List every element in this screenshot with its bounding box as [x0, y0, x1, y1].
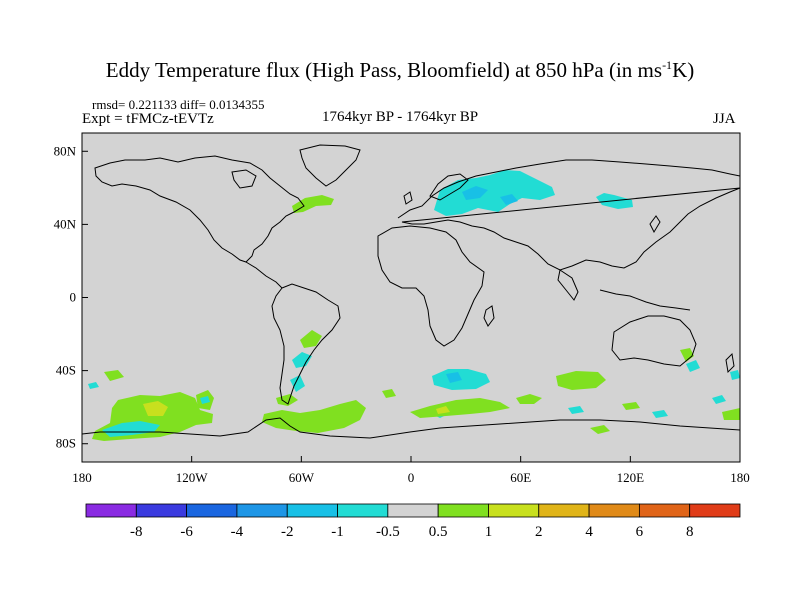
coastline-british-isles [403, 191, 413, 205]
anomaly-indian-cyan [568, 406, 584, 414]
anomaly-south-pacific-core [143, 401, 168, 416]
colorbar-label: 8 [686, 524, 694, 540]
colorbar-swatch [638, 503, 691, 518]
anomaly-tasman-cyan [686, 360, 700, 372]
y-tick-label: 80N [54, 143, 77, 158]
y-tick-label: 40N [54, 216, 77, 231]
anomaly-subtropic-pacific [104, 370, 124, 381]
anomaly-scandinavia-core-2 [500, 194, 518, 205]
coastline-south-america [271, 283, 341, 405]
anomaly-cyan-west [88, 382, 99, 389]
title-text: Eddy Temperature flux (High Pass, Bloomf… [105, 58, 663, 82]
anomaly-nz-cyan [730, 370, 740, 380]
anomaly-scandinavia [434, 170, 555, 216]
coastline-north-america [94, 155, 305, 263]
anomaly-indian-cyan-2 [652, 410, 668, 418]
y-tick-label: 80S [56, 436, 76, 451]
colorbar-label: -1 [331, 524, 344, 540]
colorbar-swatch [689, 503, 741, 518]
coastline-india [557, 269, 579, 301]
colorbar-label: 2 [535, 524, 543, 540]
anomaly-indian-ocean [556, 371, 606, 390]
coastline-madagascar [483, 305, 495, 327]
anomaly-atlantic-small [382, 389, 396, 398]
anomaly-south-pacific-cyan [102, 421, 160, 437]
coastline-australia [611, 315, 697, 367]
title-units-superscript: -1 [662, 58, 673, 72]
anomaly-cyan-east [712, 395, 726, 404]
colorbar-swatch [387, 503, 439, 518]
colorbar-swatch [437, 503, 489, 518]
colorbar-swatch [85, 503, 137, 518]
colorbar-label: -2 [281, 524, 294, 540]
colorbar-label: -8 [130, 524, 143, 540]
y-axis-ticks: 80N 40N 0 40S 80S [54, 143, 88, 451]
x-tick-label: 60W [289, 470, 315, 485]
anomaly-indian-small [516, 394, 542, 404]
x-tick-label: 120E [617, 470, 645, 485]
anomaly-indian-green-2 [622, 402, 640, 410]
colorbar-swatch [538, 503, 590, 518]
coastlines [81, 144, 741, 439]
x-tick-label: 0 [408, 470, 415, 485]
stats-text: rmsd= 0.221133 diff= 0.0134355 [92, 97, 265, 112]
y-tick-label: 40S [56, 363, 76, 378]
coastline-indonesia [599, 289, 691, 311]
colorbar-label: 0.5 [429, 524, 448, 540]
colorbar-label: -4 [231, 524, 244, 540]
season-label: JJA [713, 111, 736, 127]
coastline-central-america [245, 261, 283, 289]
anomaly-argentina [292, 352, 312, 368]
x-tick-label: 120W [176, 470, 209, 485]
colorbar-swatch [236, 503, 288, 518]
y-tick-label: 0 [70, 290, 77, 305]
x-axis-ticks: 180 120W 60W 0 60E 120E 180 [72, 456, 750, 485]
anomaly-south-africa-band [410, 398, 510, 418]
title-units-end: K) [672, 58, 695, 82]
colorbar-swatch [186, 503, 238, 518]
anomaly-north-atlantic [292, 195, 334, 213]
colorbar-label: 6 [636, 524, 644, 540]
anomaly-indian-green-3 [590, 425, 610, 434]
anomaly-tasman [680, 348, 694, 362]
colorbar-swatch [286, 503, 338, 518]
anomaly-argentina-2 [290, 375, 305, 392]
coastline-greenland [299, 144, 361, 187]
anomaly-south-atlantic-core [446, 372, 462, 383]
colorbar: -8 -6 -4 -2 -1 -0.5 0.5 1 2 4 6 8 [85, 503, 741, 540]
coastline-scandinavia [429, 173, 469, 201]
anomaly-scandinavia-core [462, 186, 488, 200]
x-tick-label: 180 [72, 470, 92, 485]
colorbar-swatch [337, 503, 389, 518]
colorbar-swatch [488, 503, 540, 518]
x-tick-label: 180 [730, 470, 750, 485]
colorbar-swatch [135, 503, 188, 518]
experiment-label: Expt = tFMCz-tEVTz [82, 111, 214, 127]
colorbar-label: 4 [585, 524, 593, 540]
anomaly-cyan-west-south [200, 396, 210, 404]
period-label: 1764kyr BP - 1764kyr BP [322, 109, 479, 125]
coastline-antarctica [81, 417, 741, 439]
coastline-hudson-bay [231, 169, 257, 189]
map-title: Eddy Temperature flux (High Pass, Bloomf… [0, 58, 800, 83]
coastline-africa [377, 225, 485, 347]
colorbar-label: 1 [485, 524, 493, 540]
anomaly-southern-green-east [722, 408, 740, 420]
coastline-new-zealand [725, 352, 735, 374]
colorbar-label: -0.5 [376, 524, 400, 540]
coastline-japan [649, 215, 661, 234]
colorbar-swatch [588, 503, 640, 518]
anomaly-brazil-coast [300, 330, 322, 348]
anomaly-south-africa-core [436, 406, 450, 414]
x-tick-label: 60E [510, 470, 531, 485]
colorbar-label: -6 [180, 524, 193, 540]
